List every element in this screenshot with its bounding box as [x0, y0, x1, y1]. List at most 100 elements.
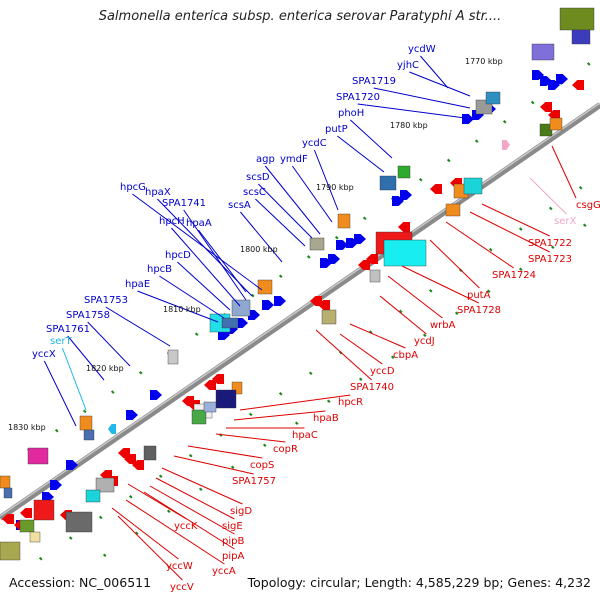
- leader-line-hpch: [171, 227, 241, 307]
- gene-label-hpaa: hpaA: [186, 218, 212, 229]
- track-tick-mark: [102, 553, 107, 558]
- leader-line-ycck: [127, 483, 187, 520]
- feature-block: [65, 511, 93, 533]
- gene-label-ymdf: ymdF: [280, 154, 308, 165]
- reverse-gene-arrow: [572, 80, 584, 90]
- feature-block: [215, 389, 237, 409]
- forward-gene-arrow: [42, 492, 54, 502]
- gene-label-agp: agp: [256, 154, 275, 165]
- feature-block: [337, 213, 351, 229]
- gene-label-ycdc: ycdC: [302, 138, 327, 149]
- leader-line-yccw: [111, 507, 179, 560]
- gene-label-hpcr: hpcR: [338, 397, 363, 408]
- reverse-gene-arrow: [132, 460, 144, 470]
- leader-line-yjhc: [409, 71, 471, 97]
- gene-label-spa1722: SPA1722: [528, 238, 572, 249]
- leader-line-spa1722: [481, 203, 550, 237]
- track-tick-mark: [138, 370, 143, 375]
- feature-block: [29, 531, 41, 543]
- label-leader-layer: [43, 55, 577, 581]
- gene-label-spa1728: SPA1728: [457, 305, 501, 316]
- feature-block: [571, 29, 591, 45]
- reverse-gene-arrow: [358, 260, 370, 270]
- leader-line-hpcg: [132, 193, 263, 291]
- feature-block: [321, 309, 337, 325]
- feature-block: [257, 279, 273, 295]
- forward-gene-arrow: [328, 254, 340, 264]
- kbp-scale-label: 1810 kbp: [163, 305, 201, 314]
- leader-line-csgg: [551, 145, 577, 199]
- forward-gene-arrow: [262, 300, 274, 310]
- feature-block: [167, 349, 179, 365]
- leader-line-spa1724: [445, 221, 514, 269]
- feature-block: [559, 7, 595, 31]
- feature-block: [3, 487, 13, 499]
- leader-line-yccx: [43, 360, 77, 427]
- feature-block: [85, 489, 101, 503]
- reverse-gene-arrow: [540, 102, 552, 112]
- leader-line-spa1757: [173, 455, 254, 475]
- leader-line-puta: [429, 239, 480, 289]
- feature-block: [19, 519, 35, 533]
- track-tick-mark: [98, 515, 103, 520]
- map-title: Salmonella enterica subsp. enterica sero…: [98, 9, 502, 24]
- track-tick-mark: [586, 62, 591, 66]
- leader-line-hpcb: [159, 275, 225, 319]
- feature-block: [27, 447, 49, 465]
- genome-backbone-highlight: [0, 102, 600, 517]
- gene-label-serx: serX: [554, 216, 576, 227]
- leader-line-sigd: [161, 467, 243, 505]
- track-tick-mark: [502, 120, 507, 124]
- reverse-gene-arrow: [548, 110, 560, 120]
- forward-gene-arrow: [248, 310, 260, 320]
- gene-label-wrba: wrbA: [430, 320, 456, 331]
- track-tick-mark: [518, 227, 523, 231]
- track-tick-mark: [306, 255, 311, 259]
- leader-line-hpae: [137, 290, 219, 323]
- leader-line-ymdf: [291, 165, 333, 223]
- reverse-gene-arrow: [310, 296, 322, 306]
- kbp-scale-label: 1780 kbp: [390, 121, 428, 130]
- gene-label-hpcb: hpcB: [147, 264, 172, 275]
- leader-line-spa1758: [87, 321, 131, 367]
- leader-line-copr: [215, 433, 286, 443]
- gene-label-hpcd: hpcD: [165, 250, 191, 261]
- gene-label-sert: serT: [50, 336, 72, 347]
- track-tick-mark: [308, 371, 313, 376]
- leader-line-hpcr: [239, 394, 351, 411]
- track-tick-mark: [194, 332, 199, 336]
- gene-label-spa1740: SPA1740: [350, 382, 394, 393]
- leader-line-agp: [264, 165, 321, 235]
- forward-gene-arrow: [502, 140, 510, 150]
- kbp-scale-label: 1790 kbp: [316, 183, 354, 192]
- gene-label-yccx: yccX: [32, 349, 56, 360]
- gene-label-csgg: csgG: [576, 200, 600, 211]
- track-tick-mark: [248, 412, 253, 417]
- track-tick-mark: [334, 235, 339, 240]
- leader-line-scsa: [240, 211, 283, 263]
- track-tick-mark: [158, 474, 163, 479]
- leader-line-spa1723: [469, 211, 550, 253]
- track-tick-mark: [166, 509, 171, 514]
- feature-block: [203, 401, 217, 413]
- track-tick-mark: [278, 274, 283, 279]
- track-tick-mark: [454, 311, 459, 316]
- gene-label-spa1761: SPA1761: [46, 324, 90, 335]
- gene-label-ycdj: ycdJ: [414, 336, 435, 347]
- gene-label-cbpa: cbpA: [393, 350, 418, 361]
- track-tick-mark: [418, 177, 423, 182]
- feature-block: [0, 475, 11, 489]
- gene-label-spa1719: SPA1719: [352, 76, 396, 87]
- reverse-gene-arrow: [430, 184, 442, 194]
- reverse-gene-arrow: [212, 374, 224, 384]
- genome-backbone: [0, 102, 600, 521]
- feature-block: [79, 415, 93, 431]
- gene-label-puta: putA: [467, 290, 491, 301]
- forward-gene-arrow: [236, 318, 248, 328]
- leader-line-phoh: [350, 119, 393, 159]
- track-tick-mark: [518, 267, 523, 272]
- gene-label-spa1757: SPA1757: [232, 476, 276, 487]
- feature-block: [397, 165, 411, 179]
- gene-label-yccv: yccV: [170, 582, 194, 593]
